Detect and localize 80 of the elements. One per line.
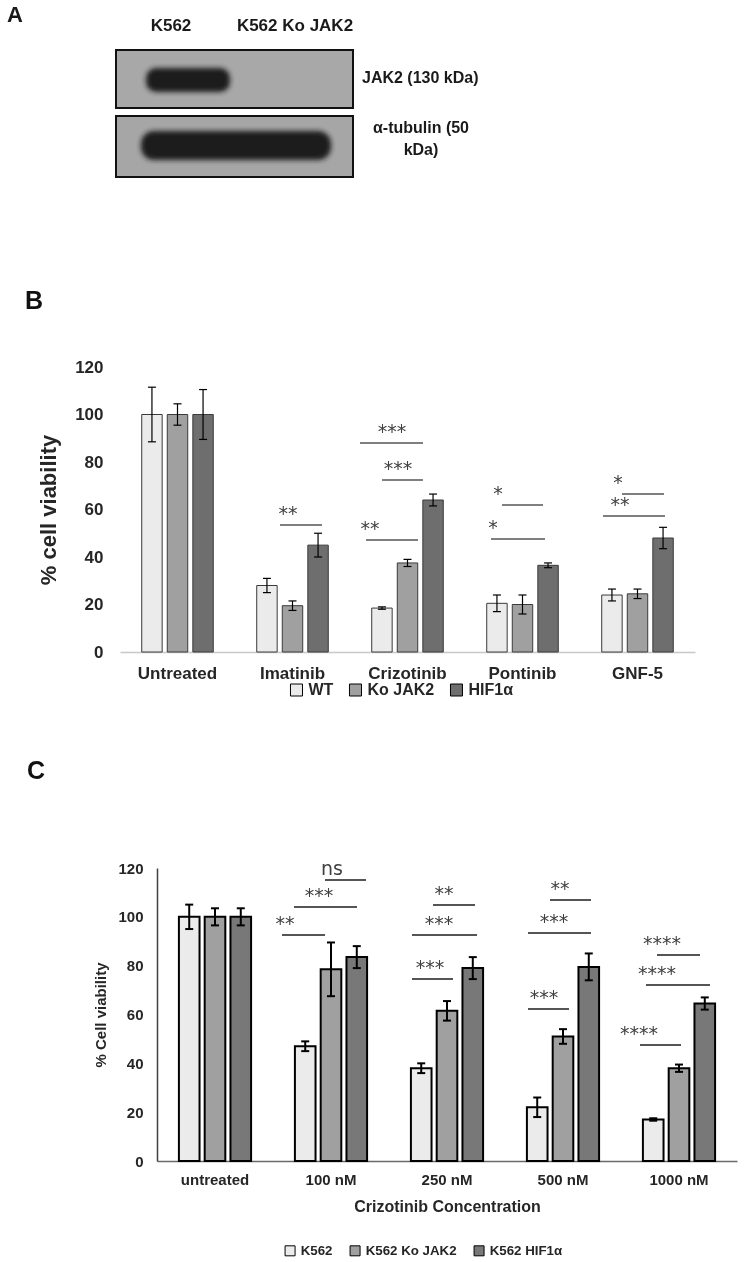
- y-tick-label: 40: [84, 547, 104, 567]
- y-tick-label: 80: [126, 957, 144, 975]
- annotation: **: [434, 882, 454, 904]
- bar: [396, 562, 419, 653]
- x-tick-label: GNF-5: [612, 663, 663, 683]
- annotation: ***: [539, 910, 569, 932]
- legend-label: K562 Ko JAK2: [365, 1242, 457, 1258]
- bar: [281, 605, 304, 653]
- x-tick-label: 1000 nM: [649, 1171, 709, 1188]
- text: K562: [149, 16, 193, 36]
- bar: [537, 564, 559, 653]
- bar: [667, 1067, 691, 1162]
- annotation: **: [550, 877, 570, 899]
- bar: [641, 1118, 665, 1162]
- bar: [693, 1002, 717, 1162]
- bar: [652, 537, 674, 653]
- legend-label: K562: [300, 1242, 333, 1258]
- bar: [626, 593, 649, 653]
- y-axis-title: % cell viability: [36, 434, 62, 586]
- x-tick-label: 250 nM: [421, 1171, 473, 1188]
- annotation: ****: [643, 932, 681, 954]
- y-axis-title: % Cell viability: [92, 961, 110, 1068]
- y-tick-label: 20: [84, 595, 104, 614]
- bar: [601, 594, 623, 653]
- x-tick-label: Pontinib: [488, 663, 557, 683]
- bar: [141, 414, 163, 653]
- bar: [486, 602, 508, 653]
- x-tick-label: Imatinib: [259, 663, 326, 683]
- y-tick-label: 120: [118, 859, 144, 877]
- legend-label: HIF1α: [468, 681, 514, 698]
- bar: [307, 544, 329, 653]
- text: α-tubulin (50 kDa): [371, 118, 470, 160]
- y-tick-label: 120: [75, 357, 104, 377]
- y-tick-label: 100: [118, 908, 144, 926]
- chart-title: C: [27, 756, 46, 784]
- annotation: ****: [638, 962, 676, 984]
- bar: [409, 1067, 433, 1162]
- legend-label: K562 HIF1α: [489, 1242, 564, 1258]
- y-tick-label: 0: [94, 642, 104, 662]
- annotation: ***: [377, 420, 407, 442]
- annotation: **: [610, 493, 630, 515]
- x-tick-label: 100 nM: [305, 1171, 357, 1188]
- y-tick-label: 100: [75, 405, 104, 424]
- bar: [371, 607, 393, 653]
- y-tick-label: 0: [135, 1152, 144, 1170]
- bar: [293, 1045, 317, 1162]
- text: K562 Ko JAK2: [235, 16, 355, 36]
- bar: [192, 414, 214, 653]
- annotation: **: [360, 517, 380, 539]
- x-tick-label: 500 nM: [537, 1171, 589, 1188]
- bar: [422, 499, 444, 653]
- x-tick-label: Untreated: [137, 663, 218, 683]
- text: A: [7, 2, 24, 27]
- annotation: ns: [321, 857, 343, 879]
- y-tick-label: 60: [126, 1006, 144, 1023]
- y-tick-label: 80: [84, 452, 104, 472]
- legend-label: Ko JAK2: [367, 681, 435, 698]
- annotation: ***: [529, 986, 559, 1008]
- annotation: *: [488, 516, 498, 538]
- annotation: ***: [304, 884, 334, 906]
- bar: [166, 414, 189, 653]
- annotation: **: [275, 912, 295, 934]
- chart-title: B: [25, 286, 44, 314]
- y-tick-label: 40: [126, 1054, 144, 1072]
- x-tick-label: Crizotinib: [368, 663, 447, 683]
- annotation: *: [493, 482, 503, 504]
- annotation: ***: [383, 457, 413, 479]
- annotation: ****: [620, 1022, 658, 1044]
- text: JAK2 (130 kDa): [362, 68, 480, 88]
- y-tick-label: 60: [84, 500, 104, 519]
- annotation: ***: [424, 912, 454, 934]
- x-tick-label: untreated: [180, 1171, 250, 1188]
- y-tick-label: 20: [126, 1103, 144, 1121]
- legend-label: WT: [308, 681, 334, 698]
- annotation: **: [278, 502, 298, 524]
- annotation: *: [613, 471, 623, 493]
- x-axis-title: Crizotinib Concentration: [354, 1198, 541, 1215]
- annotation: ***: [415, 956, 445, 978]
- bar: [256, 585, 278, 653]
- bar: [511, 604, 534, 653]
